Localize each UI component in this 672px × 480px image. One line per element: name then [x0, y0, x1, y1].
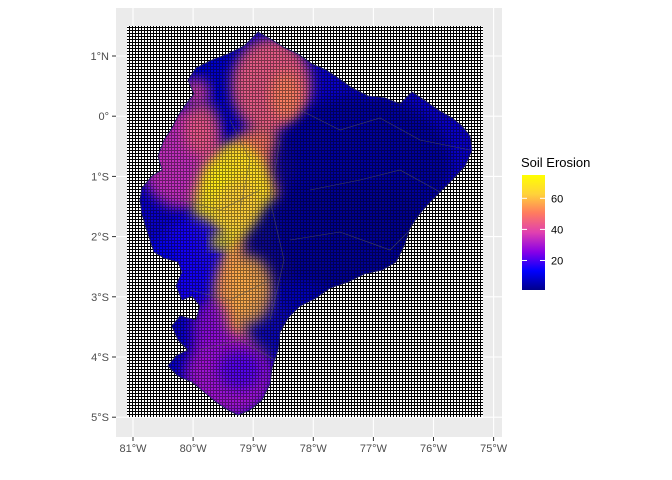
y-tick-label: 3°S — [91, 292, 109, 304]
province-boundary — [289, 229, 411, 251]
x-axis: 81°W 80°W 79°W 78°W 77°W 76°W 75°W — [119, 437, 508, 455]
y-tick-label: 2°S — [91, 232, 109, 244]
province-boundary — [299, 109, 471, 151]
province-boundary — [269, 139, 285, 321]
legend-break-label: 60 — [551, 193, 563, 205]
y-tick-label: 1°S — [91, 171, 109, 183]
y-tick-label: 4°S — [91, 352, 109, 364]
y-tick-label: 1°N — [91, 51, 110, 63]
y-tick-label: 5°S — [91, 412, 109, 424]
x-tick-label: 79°W — [240, 443, 268, 455]
x-tick-label: 81°W — [119, 443, 147, 455]
x-tick-label: 75°W — [480, 443, 508, 455]
province-boundary — [309, 169, 441, 193]
x-tick-label: 76°W — [420, 443, 448, 455]
x-tick-label: 78°W — [300, 443, 328, 455]
province-boundary — [179, 189, 261, 211]
province-boundary — [189, 279, 271, 301]
y-axis: 1°N 0° 1°S 2°S 3°S 4°S 5°S — [91, 51, 116, 424]
y-tick-label: 0° — [98, 111, 109, 123]
province-boundary — [229, 119, 251, 211]
legend-break-label: 20 — [551, 255, 563, 267]
legend-title: Soil Erosion — [521, 155, 590, 170]
legend-ticks: 20 40 60 — [522, 193, 563, 267]
x-tick-label: 77°W — [360, 443, 388, 455]
country-border — [139, 31, 473, 416]
legend: Soil Erosion 20 40 60 — [521, 155, 590, 290]
legend-colorbar — [522, 175, 545, 290]
province-boundary — [199, 339, 276, 361]
legend-break-label: 40 — [551, 224, 563, 236]
x-tick-label: 80°W — [180, 443, 208, 455]
province-boundaries — [179, 109, 471, 361]
